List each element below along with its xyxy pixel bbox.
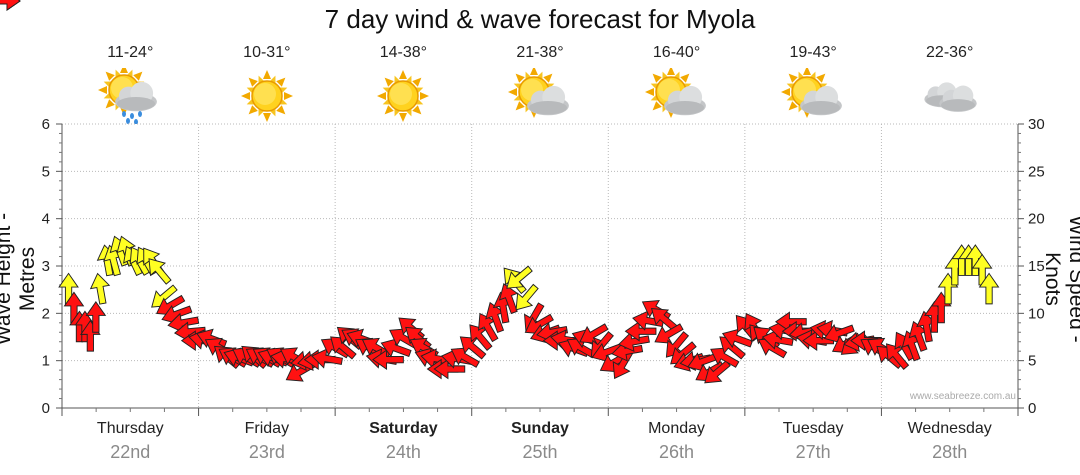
wind-arrow [0, 0, 21, 11]
wind-arrow [624, 320, 657, 342]
wind-arrow [380, 338, 412, 358]
temp-range: 16-40° [652, 44, 701, 61]
day-name-label: Friday [244, 420, 290, 437]
wind-arrow [761, 329, 794, 350]
wind-arrow [721, 328, 754, 349]
wind-arrow [650, 307, 678, 332]
wind-arrow [978, 272, 1000, 305]
wind-arrow [885, 343, 910, 370]
y-tick-left-label: 5 [42, 163, 50, 180]
y-tick-right-label: 30 [1028, 116, 1045, 133]
wind-arrow [89, 272, 111, 305]
sun-cloud-icon [508, 66, 572, 124]
temp-range: 19-43° [789, 44, 837, 61]
day-name-label: Monday [648, 420, 706, 437]
wind-arrow [372, 349, 404, 371]
day-name-label: Saturday [369, 420, 438, 437]
wind-arrow [704, 360, 731, 384]
y-tick-left-label: 0 [42, 400, 50, 417]
wind-arrow [469, 324, 493, 351]
day-date-label: 25th [522, 442, 558, 462]
chart-title: 7 day wind & wave forecast for Myola [324, 4, 756, 34]
y-axis-right-label: Wind Speed - Knots [1041, 215, 1080, 342]
day-name-label: Thursday [96, 420, 164, 437]
wind-arrow [654, 323, 684, 344]
y-tick-right-label: 10 [1028, 305, 1045, 322]
wind-arrow [611, 341, 644, 362]
sun-cloud-icon [644, 66, 709, 124]
wind-arrow [148, 258, 172, 285]
temp-range: 21-38° [516, 44, 564, 61]
wind-arrow [665, 331, 690, 358]
y-tick-right-label: 15 [1028, 258, 1045, 275]
sun-cloud-rain-icon [98, 64, 162, 125]
day-name-label: Wednesday [907, 420, 992, 437]
wind-arrow [330, 336, 357, 360]
cloud-icon [918, 68, 982, 124]
y-tick-left-label: 1 [42, 353, 50, 370]
y-axis-left-label: Wave Height - Metres [0, 213, 39, 346]
wind-arrow [579, 323, 609, 344]
wind-arrow [618, 331, 650, 353]
y-tick-left-label: 6 [42, 116, 50, 133]
y-tick-right-label: 5 [1028, 353, 1036, 370]
wind-arrow [485, 301, 505, 334]
day-date-label: 28th [932, 442, 968, 462]
y-tick-left-label: 2 [42, 305, 50, 322]
y-tick-right-label: 0 [1028, 400, 1036, 417]
y-tick-left-label: 3 [42, 258, 50, 275]
wind-arrow [964, 244, 986, 276]
temp-range: 10-31° [243, 44, 291, 61]
temp-range: 22-36° [926, 44, 974, 61]
wind-arrow [515, 283, 539, 311]
day-date-label: 23rd [248, 442, 285, 462]
watermark: www.seabreeze.com.au [909, 391, 1016, 402]
wind-arrow [450, 347, 480, 368]
sun-icon [371, 68, 435, 124]
wind-arrow [311, 348, 343, 369]
day-date-label: 27th [795, 442, 831, 462]
temp-range: 11-24° [107, 44, 154, 61]
wind-arrow [85, 300, 107, 333]
temp-range: 14-38° [379, 44, 428, 61]
day-name-label: Tuesday [782, 420, 844, 437]
sun-cloud-icon [781, 66, 845, 124]
wind-arrow [506, 265, 533, 289]
y-tick-right-label: 20 [1028, 211, 1045, 228]
y-tick-right-label: 25 [1028, 163, 1045, 180]
wind-arrow [710, 347, 740, 368]
wind-arrow [433, 358, 466, 380]
day-date-label: 24th [385, 442, 421, 462]
day-date-label: 26th [659, 442, 695, 462]
day-name-label: Sunday [511, 420, 569, 437]
wind-arrow [459, 336, 487, 360]
y-tick-left-label: 4 [42, 211, 50, 228]
day-date-label: 22nd [110, 442, 151, 462]
wind-series [0, 0, 1000, 384]
sun-icon [235, 68, 299, 124]
